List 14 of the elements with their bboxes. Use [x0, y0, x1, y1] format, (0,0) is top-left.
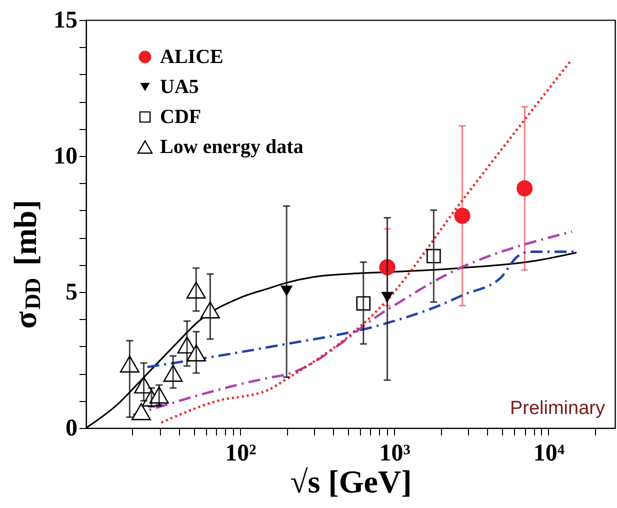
- legend-label: CDF: [160, 106, 202, 128]
- annotation: Preliminary: [510, 398, 606, 419]
- x-tick-label: 10⁴: [533, 440, 565, 466]
- y-tick-label: 10: [54, 144, 78, 170]
- legend-label: UA5: [160, 76, 199, 98]
- legend-label: Low energy data: [160, 136, 304, 158]
- y-axis-title: σDD [mb]: [7, 200, 45, 329]
- y-tick-label: 15: [54, 8, 78, 34]
- x-tick-label: 10²: [225, 440, 256, 466]
- y-tick-label: 0: [66, 416, 78, 442]
- y-tick-label: 5: [66, 280, 78, 306]
- legend-label: ALICE: [160, 46, 224, 68]
- x-axis-title: √s [GeV]: [290, 464, 412, 500]
- x-tick-label: 10³: [379, 440, 410, 466]
